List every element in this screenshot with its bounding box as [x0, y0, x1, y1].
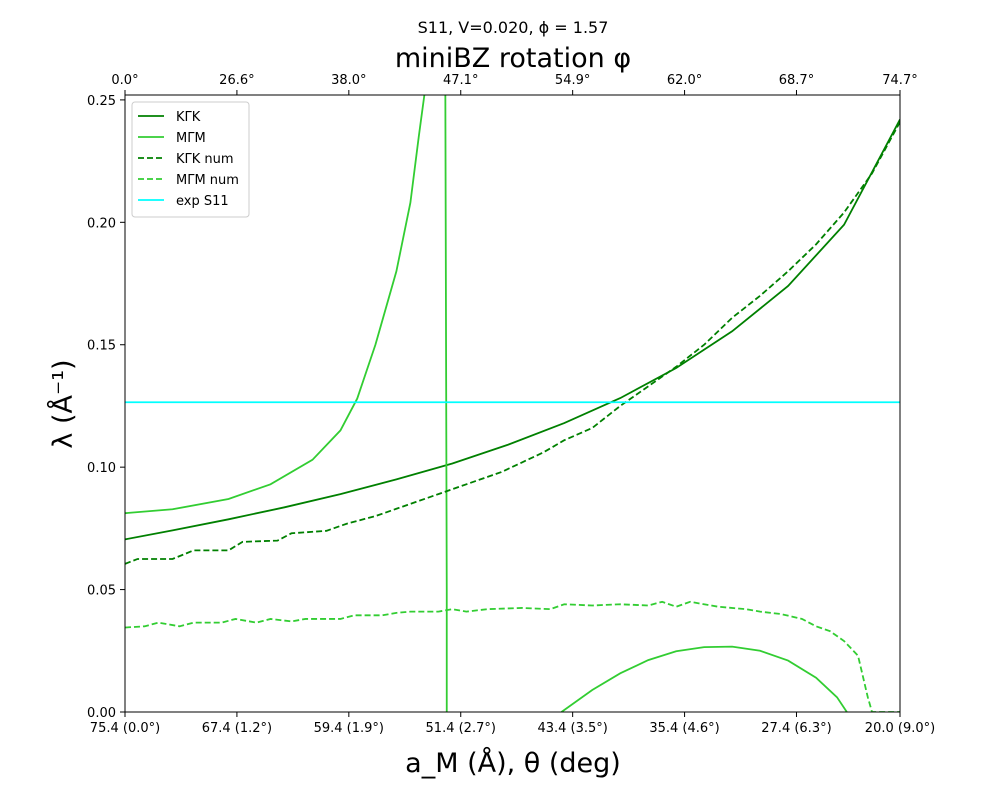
top-tick-label: 74.7° — [882, 73, 917, 88]
y-tick-label: 0.25 — [87, 94, 116, 109]
legend: KΓK MΓM KΓK num MΓM num exp S11 — [131, 101, 250, 218]
legend-label-k-k: KΓK — [176, 110, 201, 125]
x-axis-label: a_M (Å), θ (deg) — [405, 747, 621, 779]
series-line-m-m-1 — [444, 95, 448, 712]
legend-label-k-k-num: KΓK num — [176, 152, 234, 167]
x-tick-label: 67.4 (1.2°) — [202, 721, 272, 736]
series-line-m-m-num-0 — [125, 600, 900, 712]
x-tick-label: 51.4 (2.7°) — [426, 721, 496, 736]
y-tick-label: 0.15 — [87, 339, 116, 354]
plot-frame — [124, 94, 901, 713]
series-line-m-m-0 — [125, 95, 426, 515]
top-tick-label: 38.0° — [331, 73, 366, 88]
y-tick-label: 0.20 — [87, 216, 116, 231]
top-tick-label: 0.0° — [111, 73, 138, 88]
plot-area — [125, 95, 900, 712]
series-line-m-m-2 — [560, 645, 848, 712]
y-axis-label: λ (Å⁻¹) — [47, 359, 79, 448]
chart-suptitle: S11, V=0.020, ϕ = 1.57 — [418, 18, 609, 37]
x-tick-label: 59.4 (1.9°) — [314, 721, 384, 736]
x-tick-label: 35.4 (4.6°) — [649, 721, 719, 736]
x-tick-label: 27.4 (6.3°) — [761, 721, 831, 736]
legend-box — [131, 101, 250, 218]
top-tick-label: 54.9° — [555, 73, 590, 88]
y-tick-label: 0.10 — [87, 461, 116, 476]
top-tick-label: 68.7° — [779, 73, 814, 88]
x-tick-label: 75.4 (0.0°) — [90, 721, 160, 736]
legend-label-exp-s11: exp S11 — [176, 194, 229, 209]
axis-ticks: 75.4 (0.0°) 67.4 (1.2°) 59.4 (1.9°) 51.4 (2… — [87, 73, 935, 736]
series-line-k-k-num-0 — [125, 121, 900, 565]
legend-label-m-m-num: MΓM num — [176, 173, 239, 188]
top-tick-label: 62.0° — [667, 73, 702, 88]
top-tick-label: 47.1° — [443, 73, 478, 88]
x-tick-label: 20.0 (9.0°) — [865, 721, 935, 736]
series-line-k-k-0 — [125, 119, 900, 541]
top-axis-title: miniBZ rotation φ — [395, 43, 631, 74]
x-tick-label: 43.4 (3.5°) — [537, 721, 607, 736]
y-tick-label: 0.05 — [87, 584, 116, 599]
legend-label-m-m: MΓM — [176, 131, 206, 146]
y-tick-label: 0.00 — [87, 706, 116, 721]
top-tick-label: 26.6° — [219, 73, 254, 88]
